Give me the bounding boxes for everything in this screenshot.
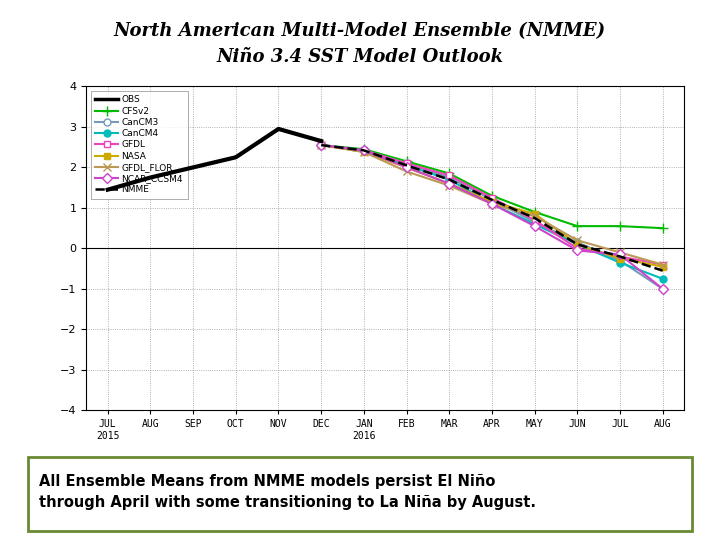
Text: Niño 3.4 SST Model Outlook: Niño 3.4 SST Model Outlook: [217, 49, 503, 66]
FancyBboxPatch shape: [28, 457, 692, 531]
Legend: OBS, CFSv2, CanCM3, CanCM4, GFDL, NASA, GFDL_FLOR, NCAR_CCSM4, NMME: OBS, CFSv2, CanCM3, CanCM4, GFDL, NASA, …: [91, 91, 188, 199]
Text: All Ensemble Means from NMME models persist El Niño
through April with some tran: All Ensemble Means from NMME models pers…: [39, 475, 536, 510]
Text: North American Multi-Model Ensemble (NMME): North American Multi-Model Ensemble (NMM…: [114, 23, 606, 40]
